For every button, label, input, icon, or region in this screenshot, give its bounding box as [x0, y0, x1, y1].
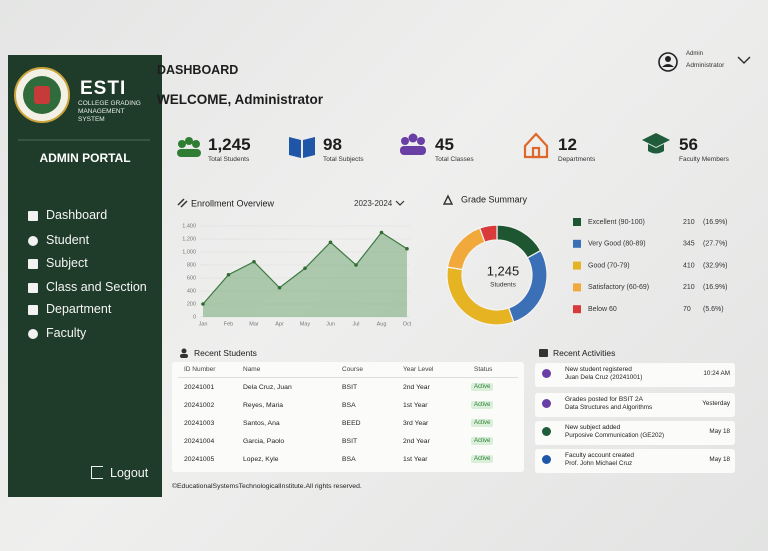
table-cell: 20241002 — [184, 402, 215, 409]
nav-icon — [28, 259, 38, 269]
activity-time: Yesterday — [702, 400, 730, 407]
logout-icon — [91, 466, 103, 479]
table-cell: BSIT — [342, 384, 358, 391]
activity-title: New student registered — [565, 366, 632, 373]
column-header: ID Number — [184, 366, 216, 373]
activity-row — [535, 421, 735, 445]
stat-label: Total Students — [208, 156, 250, 163]
status-badge: Active — [471, 455, 494, 463]
nav-icon — [28, 283, 38, 293]
nav-icon — [28, 305, 38, 315]
user-role: Administrator — [686, 62, 725, 69]
stat-value: 98 — [323, 135, 342, 154]
activity-icon — [542, 427, 551, 436]
column-header: Course — [342, 366, 363, 373]
activity-row — [535, 393, 735, 417]
portal-label: ADMIN PORTAL — [39, 151, 131, 165]
activity-title: Grades posted for BSIT 2A — [565, 396, 643, 403]
section-title: Recent Students — [194, 348, 257, 358]
activity-detail: Data Structures and Algorithms — [565, 404, 653, 411]
stat-icon — [523, 132, 549, 159]
table-cell: 3rd Year — [403, 420, 429, 427]
stat-value: 12 — [558, 135, 577, 154]
activity-icon — [542, 369, 551, 378]
sidebar — [8, 55, 162, 497]
nav-icon — [28, 329, 38, 339]
table-cell: BSA — [342, 456, 356, 463]
table-cell: 20241001 — [184, 384, 215, 391]
stat-label: Total Subjects — [323, 156, 364, 163]
nav-item[interactable]: Class and Section — [46, 280, 147, 294]
stat-icon — [642, 133, 670, 154]
activity-time: May 18 — [709, 456, 730, 463]
activity-detail: Purposive Communication (GE202) — [565, 432, 665, 439]
nav-item[interactable]: Subject — [46, 256, 88, 270]
user-avatar-body — [662, 64, 674, 67]
table-cell: 20241004 — [184, 438, 215, 445]
activity-detail: Juan Dela Cruz (20241001) — [565, 374, 643, 381]
user-avatar-head — [665, 56, 671, 62]
activity-title: Faculty account created — [565, 452, 635, 459]
table-cell: 1st Year — [403, 456, 428, 463]
status-badge: Active — [471, 419, 494, 427]
table-cell: 20241003 — [184, 420, 215, 427]
section-title: Recent Activities — [553, 348, 616, 358]
table-cell: 2nd Year — [403, 384, 430, 391]
user-avatar — [658, 52, 678, 72]
stat-icon — [400, 133, 426, 155]
table-cell: 1st Year — [403, 402, 428, 409]
activity-time: 10:24 AM — [703, 370, 730, 377]
stat-label: Departments — [558, 156, 596, 163]
table-cell: Dela Cruz, Juan — [243, 384, 292, 391]
table-cell: Santos, Ana — [243, 420, 280, 427]
students-card: ID Number Name Course Year Level Status 20241… — [172, 362, 524, 472]
status-badge: Active — [471, 401, 494, 409]
table-cell: 20241005 — [184, 456, 215, 463]
table-cell: 2nd Year — [403, 438, 430, 445]
stat-icon — [289, 137, 315, 158]
welcome: WELCOME, Administrator — [157, 92, 324, 107]
stat-label: Faculty Members — [679, 156, 729, 163]
nav-item[interactable]: Department — [46, 302, 112, 316]
user-menu-chevron[interactable] — [737, 56, 751, 65]
nav-item[interactable]: Student — [46, 233, 90, 247]
table-cell: BSA — [342, 402, 356, 409]
column-header: Name — [243, 366, 261, 373]
page-title: DASHBOARD — [157, 63, 239, 77]
status-badge: Active — [471, 383, 494, 391]
table-cell: Lopez, Kyle — [243, 456, 279, 463]
header-rule — [178, 377, 518, 378]
activity-time: May 18 — [709, 428, 730, 435]
table-cell: Reyes, Maria — [243, 402, 284, 409]
activity-detail: Prof. John Michael Cruz — [565, 460, 633, 467]
activity-icon — [542, 455, 551, 464]
brand-subtitle: COLLEGE GRADING MANAGEMENT SYSTEM — [78, 100, 141, 123]
column-header: Status — [474, 366, 493, 373]
stat-value: 45 — [435, 135, 454, 154]
stat-value: 1,245 — [208, 135, 251, 154]
table-cell: BEED — [342, 420, 361, 427]
nav-icon — [28, 211, 38, 221]
table-cell: BSIT — [342, 438, 358, 445]
logout[interactable]: Logout — [110, 466, 149, 480]
stat-label: Total Classes — [435, 156, 474, 163]
stat-icon — [177, 137, 201, 157]
table-cell: Garcia, Paolo — [243, 438, 285, 445]
nav-item[interactable]: Faculty — [46, 326, 87, 340]
activity-row — [535, 363, 735, 387]
activity-row — [535, 449, 735, 473]
user-name: Admin — [686, 51, 704, 57]
activity-icon — [542, 399, 551, 408]
nav-icon — [28, 236, 38, 246]
stat-value: 56 — [679, 135, 698, 154]
brand: ESTI — [80, 78, 127, 99]
nav-item[interactable]: Dashboard — [46, 208, 108, 222]
footer: ©EducationalSystemsTechnologicalInstitut… — [172, 483, 362, 490]
activity-title: New subject added — [565, 424, 621, 431]
column-header: Year Level — [403, 366, 434, 373]
status-badge: Active — [471, 437, 494, 445]
